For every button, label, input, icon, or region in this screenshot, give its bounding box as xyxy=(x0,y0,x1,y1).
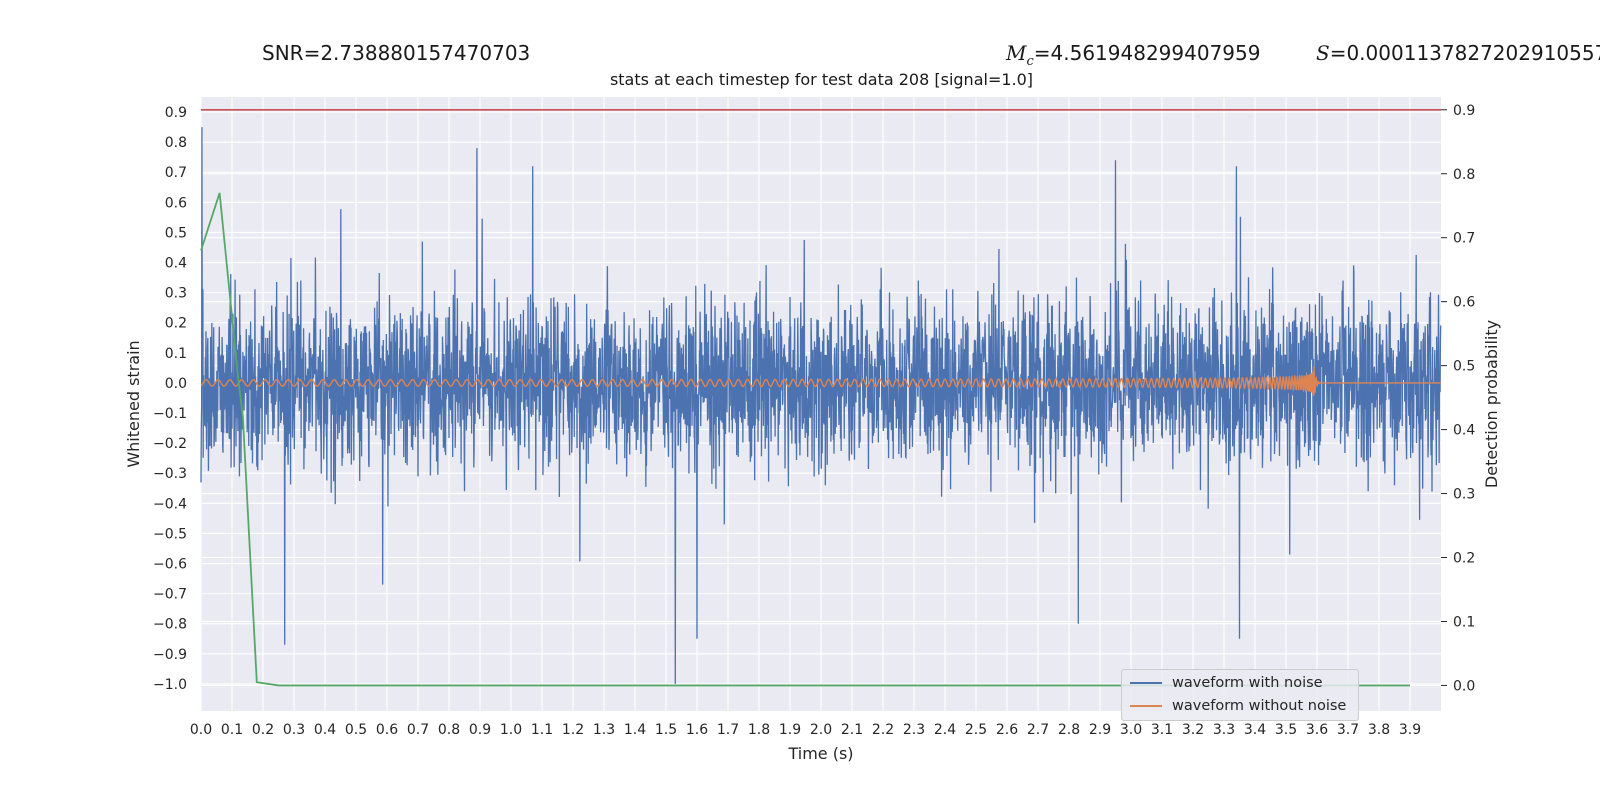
y-tick-label: −0.6 xyxy=(153,557,187,573)
x-tick-label: 0.4 xyxy=(314,722,336,738)
x-tick-label: 3.5 xyxy=(1275,722,1297,738)
y-tick-label: 0.6 xyxy=(165,195,187,211)
x-tick-label: 3.9 xyxy=(1399,722,1421,738)
y-tick-label: −1.0 xyxy=(153,677,187,693)
y-tick-label: −0.5 xyxy=(153,526,187,542)
x-tick-label: 1.6 xyxy=(686,722,708,738)
legend-swatch-noisy xyxy=(1130,682,1162,684)
chirp-mass-readout: Mc=4.561948299407959 xyxy=(1006,41,1260,69)
x-tick-label: 3.6 xyxy=(1306,722,1328,738)
y-tick-label: 0.4 xyxy=(165,256,187,272)
x-tick-label: 0.9 xyxy=(469,722,491,738)
x-tick-label: 0.3 xyxy=(283,722,305,738)
y-right-tick-label: 0.8 xyxy=(1453,167,1475,183)
y-tick-label: −0.8 xyxy=(153,617,187,633)
x-tick-label: 1.5 xyxy=(655,722,677,738)
snr-value: =2.738880157470703 xyxy=(303,41,531,65)
y-tick-label: −0.4 xyxy=(153,496,187,512)
y-right-tick-label: 0.4 xyxy=(1453,423,1475,439)
x-tick-label: 2.2 xyxy=(872,722,894,738)
s-symbol: S xyxy=(1316,41,1330,65)
x-tick-label: 1.7 xyxy=(717,722,739,738)
y-tick-label: −0.7 xyxy=(153,587,187,603)
x-tick-label: 3.1 xyxy=(1151,722,1173,738)
series-line-probability xyxy=(200,192,1410,687)
y-tick-label: 0.2 xyxy=(165,316,187,332)
y-right-axis-label: Detection probability xyxy=(1482,320,1501,488)
x-tick-label: 2.9 xyxy=(1089,722,1111,738)
x-tick-label: 3.2 xyxy=(1182,722,1204,738)
y-right-tick-label: 0.6 xyxy=(1453,295,1475,311)
x-tick-label: 0.7 xyxy=(407,722,429,738)
legend-label-clean: waveform without noise xyxy=(1172,698,1347,714)
y-right-tick-label: 0.2 xyxy=(1453,551,1475,567)
y-tick-label: 0.3 xyxy=(165,286,187,302)
x-tick-label: 1.9 xyxy=(779,722,801,738)
x-tick-label: 1.8 xyxy=(748,722,770,738)
x-tick-label: 2.0 xyxy=(810,722,832,738)
y-tick-label: −0.1 xyxy=(153,406,187,422)
legend-item-clean: waveform without noise xyxy=(1130,696,1346,716)
y-tick-label: 0.5 xyxy=(165,225,187,241)
legend-label-noisy: waveform with noise xyxy=(1172,675,1323,691)
x-tick-label: 3.8 xyxy=(1368,722,1390,738)
snr-label: SNR xyxy=(262,41,304,65)
x-tick-label: 1.2 xyxy=(562,722,584,738)
s-value: =0.00011378272029105574 xyxy=(1329,41,1600,65)
x-tick-label: 0.0 xyxy=(190,722,212,738)
x-axis-label: Time (s) xyxy=(787,744,853,763)
x-tick-label: 3.7 xyxy=(1337,722,1359,738)
x-tick-label: 0.1 xyxy=(221,722,243,738)
y-tick-label: 0.8 xyxy=(165,135,187,151)
y-tick-label: 0.1 xyxy=(165,346,187,362)
y-tick-label: 0.0 xyxy=(165,376,187,392)
y-right-tick-label: 0.5 xyxy=(1453,359,1475,375)
y-tick-label: 0.7 xyxy=(165,165,187,181)
x-tick-label: 3.0 xyxy=(1120,722,1142,738)
y-axis-label: Whitened strain xyxy=(124,340,143,467)
x-tick-label: 2.7 xyxy=(1027,722,1049,738)
x-tick-label: 2.8 xyxy=(1058,722,1080,738)
x-tick-label: 2.6 xyxy=(996,722,1018,738)
y-tick-label: −0.3 xyxy=(153,466,187,482)
x-tick-label: 1.0 xyxy=(500,722,522,738)
x-tick-label: 1.3 xyxy=(593,722,615,738)
y-tick-label: 0.9 xyxy=(165,105,187,121)
chart-title: stats at each timestep for test data 208… xyxy=(609,70,1034,89)
x-tick-label: 1.4 xyxy=(624,722,646,738)
legend-item-noisy: waveform with noise xyxy=(1130,673,1323,693)
x-tick-label: 2.1 xyxy=(841,722,863,738)
x-tick-label: 0.2 xyxy=(252,722,274,738)
x-tick-label: 0.8 xyxy=(438,722,460,738)
y-right-tick-label: 0.1 xyxy=(1453,614,1475,630)
x-tick-label: 2.3 xyxy=(903,722,925,738)
chirp-mass-symbol: M xyxy=(1006,41,1027,65)
series-line-noisy xyxy=(200,127,1442,684)
x-tick-label: 3.3 xyxy=(1213,722,1235,738)
y-tick-label: −0.9 xyxy=(153,647,187,663)
chirp-mass-value: =4.561948299407959 xyxy=(1033,41,1261,65)
x-tick-label: 0.5 xyxy=(345,722,367,738)
x-tick-label: 2.4 xyxy=(934,722,956,738)
snr-readout: SNR=2.738880157470703 xyxy=(262,41,530,65)
x-tick-label: 3.4 xyxy=(1244,722,1266,738)
x-tick-label: 0.6 xyxy=(376,722,398,738)
y-right-tick-label: 0.7 xyxy=(1453,231,1475,247)
chirp-mass-subscript: c xyxy=(1026,54,1034,69)
y-right-tick-label: 0.9 xyxy=(1453,103,1475,119)
legend-swatch-clean xyxy=(1130,705,1162,707)
s-readout: S=0.00011378272029105574 xyxy=(1316,41,1600,65)
x-tick-label: 1.1 xyxy=(531,722,553,738)
x-tick-label: 2.5 xyxy=(965,722,987,738)
legend: waveform with noise waveform without noi… xyxy=(1121,669,1359,721)
series-line-clean xyxy=(200,366,1441,397)
y-right-tick-label: 0.0 xyxy=(1453,678,1475,694)
y-right-tick-label: 0.3 xyxy=(1453,487,1475,503)
y-tick-label: −0.2 xyxy=(153,436,187,452)
